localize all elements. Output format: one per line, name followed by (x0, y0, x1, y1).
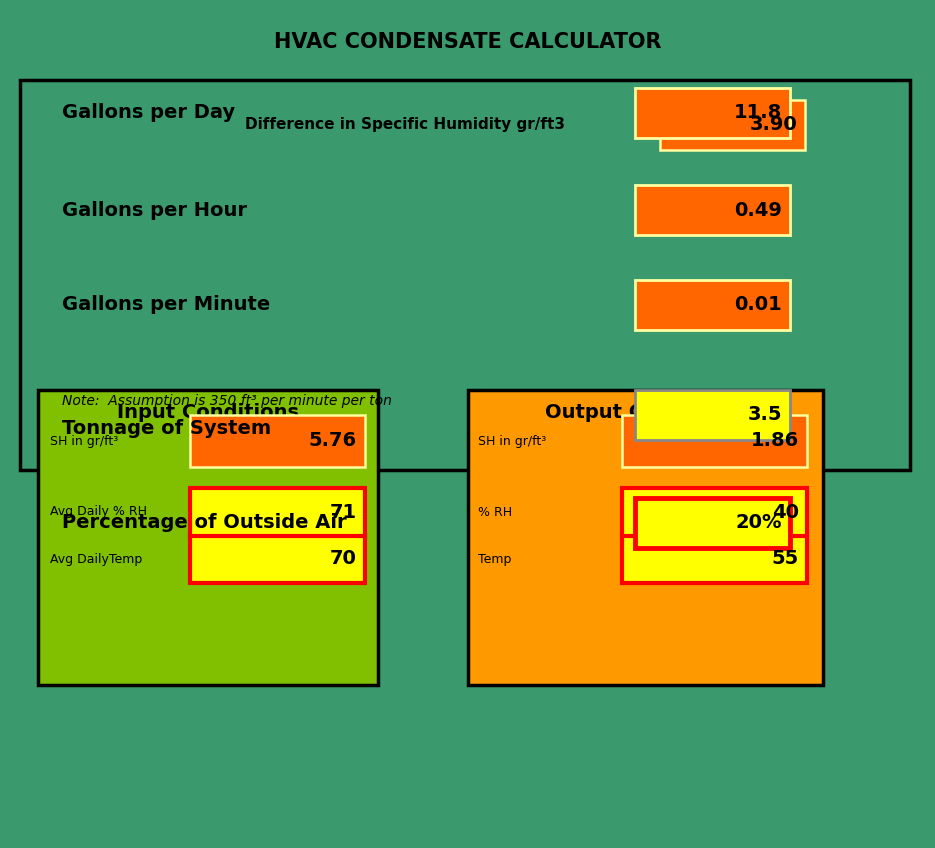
Text: 70: 70 (330, 550, 357, 568)
FancyBboxPatch shape (190, 415, 365, 467)
FancyBboxPatch shape (635, 88, 790, 138)
FancyBboxPatch shape (622, 488, 807, 536)
Text: Note:  Assumption is 350 ft³ per minute per ton: Note: Assumption is 350 ft³ per minute p… (62, 394, 392, 408)
Text: 1.86: 1.86 (751, 432, 799, 450)
Text: 3.5: 3.5 (747, 405, 782, 425)
FancyBboxPatch shape (622, 535, 807, 583)
Text: HVAC CONDENSATE CALCULATOR: HVAC CONDENSATE CALCULATOR (274, 32, 661, 52)
FancyBboxPatch shape (20, 80, 910, 470)
Text: 55: 55 (771, 550, 799, 568)
Text: Temp: Temp (478, 553, 511, 566)
FancyBboxPatch shape (190, 488, 365, 536)
Text: 11.8: 11.8 (734, 103, 782, 122)
FancyBboxPatch shape (190, 535, 365, 583)
Text: Avg Daily % RH: Avg Daily % RH (50, 505, 147, 518)
Text: Gallons per Day: Gallons per Day (62, 103, 235, 122)
Text: Difference in Specific Humidity gr/ft3: Difference in Specific Humidity gr/ft3 (245, 118, 565, 132)
Text: 5.76: 5.76 (309, 432, 357, 450)
FancyBboxPatch shape (38, 390, 378, 685)
Text: 0.01: 0.01 (734, 295, 782, 315)
Text: SH in gr/ft³: SH in gr/ft³ (50, 434, 118, 448)
Text: Input Conditions: Input Conditions (117, 403, 299, 421)
Text: Output Conditions: Output Conditions (545, 403, 746, 421)
FancyBboxPatch shape (635, 390, 790, 440)
Text: Avg DailyTemp: Avg DailyTemp (50, 553, 142, 566)
FancyBboxPatch shape (468, 390, 823, 685)
Text: 40: 40 (772, 503, 799, 522)
Text: SH in gr/ft³: SH in gr/ft³ (478, 434, 546, 448)
FancyBboxPatch shape (622, 415, 807, 467)
Text: 0.49: 0.49 (734, 200, 782, 220)
FancyBboxPatch shape (635, 498, 790, 548)
Text: Percentage of Outside Air: Percentage of Outside Air (62, 514, 347, 533)
FancyBboxPatch shape (635, 185, 790, 235)
Text: 20%: 20% (736, 514, 782, 533)
Text: Tonnage of System: Tonnage of System (62, 420, 271, 438)
FancyBboxPatch shape (660, 100, 805, 150)
Text: 71: 71 (330, 503, 357, 522)
Text: 3.90: 3.90 (749, 115, 797, 135)
Text: % RH: % RH (478, 505, 512, 518)
Text: Gallons per Minute: Gallons per Minute (62, 295, 270, 315)
FancyBboxPatch shape (635, 280, 790, 330)
Text: Gallons per Hour: Gallons per Hour (62, 200, 247, 220)
